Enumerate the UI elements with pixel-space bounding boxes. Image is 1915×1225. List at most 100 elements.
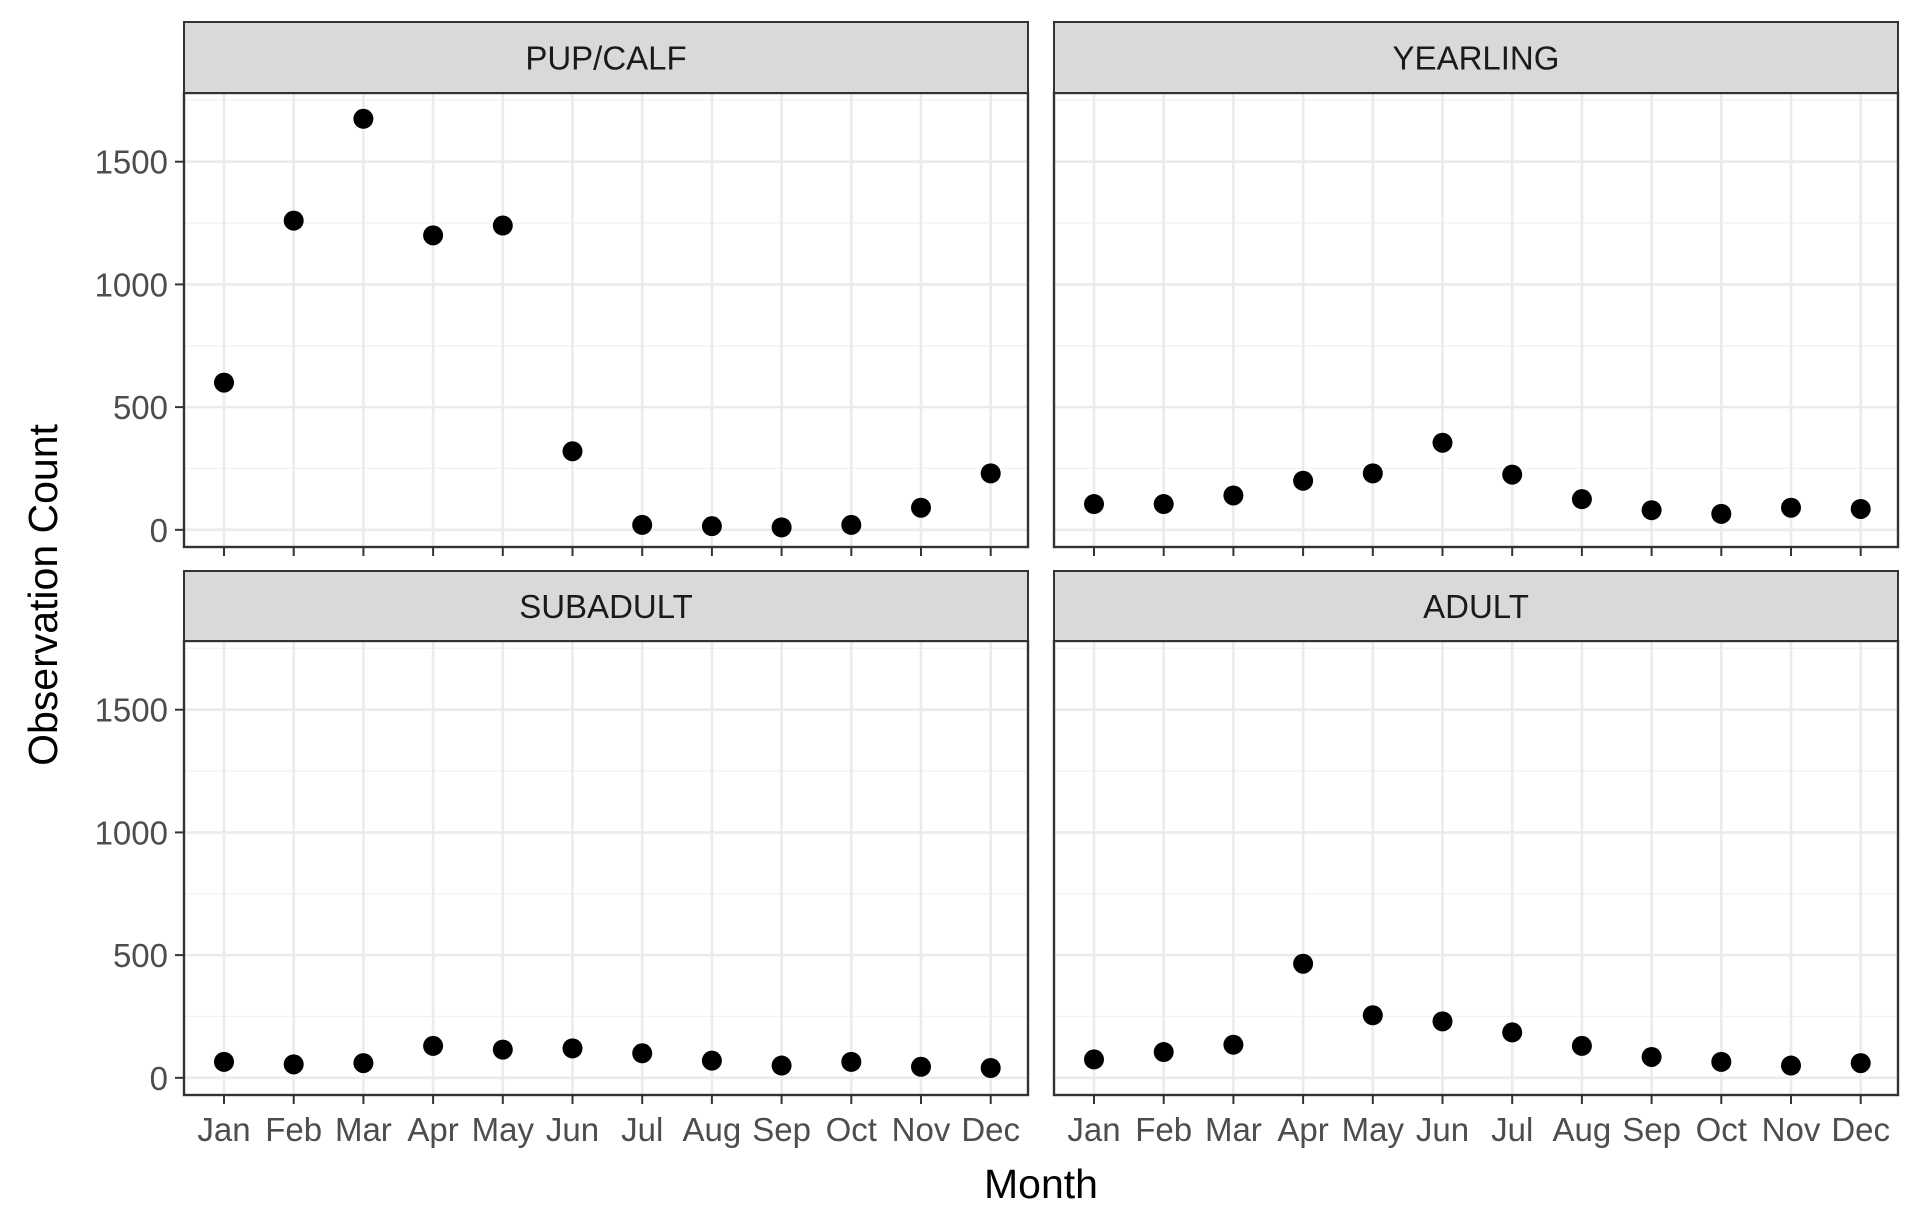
data-point-feb	[1153, 1042, 1174, 1063]
x-tick-label: Dec	[961, 1111, 1020, 1148]
data-point-mar	[353, 108, 374, 129]
data-point-may	[1362, 463, 1383, 484]
data-point-jul	[1502, 464, 1523, 485]
data-point-apr	[423, 1035, 444, 1056]
data-point-jan	[214, 1051, 234, 1072]
facet-strip-label: YEARLING	[1393, 40, 1560, 77]
facet-strip	[183, 21, 1029, 94]
data-point-dec	[980, 1058, 1001, 1079]
x-tick-label: Sep	[1622, 1111, 1681, 1148]
data-point-jul	[632, 514, 653, 535]
data-point-apr	[1293, 953, 1314, 974]
panel-background	[184, 93, 1028, 547]
x-tick-label: Sep	[752, 1111, 811, 1148]
data-point-dec	[980, 463, 1001, 484]
x-tick-label: Apr	[407, 1111, 458, 1148]
data-point-aug	[701, 1050, 722, 1071]
facet-panels: PUP/CALF 0 500 1000 1500 YEARLING SUBADULT 0 500…	[95, 21, 1900, 1148]
x-tick-label: Oct	[826, 1111, 877, 1148]
panel-background	[1054, 93, 1898, 547]
x-tick-label: Jul	[1491, 1111, 1533, 1148]
data-point-jan	[1084, 494, 1104, 515]
data-point-nov	[1781, 1055, 1801, 1076]
y-tick-label: 500	[113, 389, 168, 426]
x-tick-label: Apr	[1277, 1111, 1328, 1148]
x-tick-label: May	[472, 1111, 535, 1148]
y-tick-label: 1500	[95, 144, 168, 181]
facet-panel: YEARLING	[1052, 21, 1900, 556]
facet-strip	[183, 570, 1029, 642]
data-point-nov	[1781, 497, 1801, 518]
facet-strip-label: PUP/CALF	[525, 40, 686, 77]
y-tick-label: 1000	[95, 814, 168, 851]
x-tick-label: Nov	[1762, 1111, 1821, 1148]
data-point-jul	[1502, 1022, 1523, 1043]
x-tick-label: Dec	[1831, 1111, 1890, 1148]
data-point-may	[492, 215, 513, 236]
data-point-oct	[841, 1051, 862, 1072]
facet-panel: SUBADULT 0 500 1000 1500 Jan Feb Mar Apr May Jun Ju…	[95, 570, 1030, 1148]
data-point-jun	[562, 441, 583, 462]
data-point-dec	[1850, 498, 1871, 519]
panel-background	[184, 641, 1028, 1095]
x-tick-label: Mar	[1205, 1111, 1262, 1148]
facet-panel: PUP/CALF 0 500 1000 1500	[95, 21, 1030, 556]
data-point-nov	[911, 1056, 931, 1077]
data-point-feb	[283, 1054, 304, 1075]
x-tick-label: Oct	[1696, 1111, 1747, 1148]
x-tick-label: Jan	[197, 1111, 250, 1148]
y-tick-label: 1000	[95, 266, 168, 303]
x-tick-label: Aug	[683, 1111, 742, 1148]
data-point-oct	[1711, 1051, 1732, 1072]
x-tick-label: Feb	[1135, 1111, 1192, 1148]
facet-strip-label: ADULT	[1423, 588, 1529, 625]
y-axis-title: Observation Count	[20, 423, 66, 765]
data-point-sep	[1641, 1046, 1662, 1067]
data-point-mar	[1223, 485, 1244, 506]
data-point-may	[492, 1039, 513, 1060]
data-point-aug	[701, 516, 722, 537]
data-point-mar	[1223, 1034, 1244, 1055]
data-point-feb	[283, 210, 304, 231]
data-point-jun	[1432, 1011, 1453, 1032]
facet-strip	[1053, 570, 1899, 642]
data-point-jun	[562, 1038, 583, 1059]
data-point-oct	[1711, 503, 1732, 524]
x-tick-label: Aug	[1553, 1111, 1612, 1148]
data-point-feb	[1153, 494, 1174, 515]
x-tick-label: Jun	[1416, 1111, 1469, 1148]
facet-strip	[1053, 21, 1899, 94]
data-point-may	[1362, 1005, 1383, 1026]
x-tick-label: Jun	[546, 1111, 599, 1148]
data-point-nov	[911, 497, 931, 518]
x-tick-label: Jul	[621, 1111, 663, 1148]
data-point-apr	[1293, 470, 1314, 491]
data-point-sep	[1641, 500, 1662, 521]
data-point-jan	[1084, 1049, 1104, 1070]
y-tick-label: 0	[150, 1060, 168, 1097]
x-tick-label: Jan	[1067, 1111, 1120, 1148]
data-point-jan	[214, 372, 234, 393]
data-point-dec	[1850, 1053, 1871, 1074]
data-point-sep	[771, 1055, 792, 1076]
x-tick-label: Feb	[265, 1111, 322, 1148]
data-point-aug	[1571, 489, 1592, 510]
facet-strip-label: SUBADULT	[519, 588, 693, 625]
x-tick-label: May	[1342, 1111, 1405, 1148]
y-tick-label: 500	[113, 937, 168, 974]
data-point-jul	[632, 1043, 653, 1064]
x-tick-label: Nov	[892, 1111, 951, 1148]
y-tick-label: 0	[150, 512, 168, 549]
data-point-mar	[353, 1053, 374, 1074]
y-tick-label: 1500	[95, 692, 168, 729]
x-axis-title: Month	[984, 1161, 1098, 1207]
panel-background	[1054, 641, 1898, 1095]
data-point-oct	[841, 514, 862, 535]
data-point-sep	[771, 517, 792, 538]
data-point-jun	[1432, 432, 1453, 453]
data-point-apr	[423, 225, 444, 246]
data-point-aug	[1571, 1035, 1592, 1056]
facet-panel: ADULT Jan Feb Mar Apr May Jun Jul Aug Sep Oct Nov De…	[1052, 570, 1900, 1148]
x-tick-label: Mar	[335, 1111, 392, 1148]
